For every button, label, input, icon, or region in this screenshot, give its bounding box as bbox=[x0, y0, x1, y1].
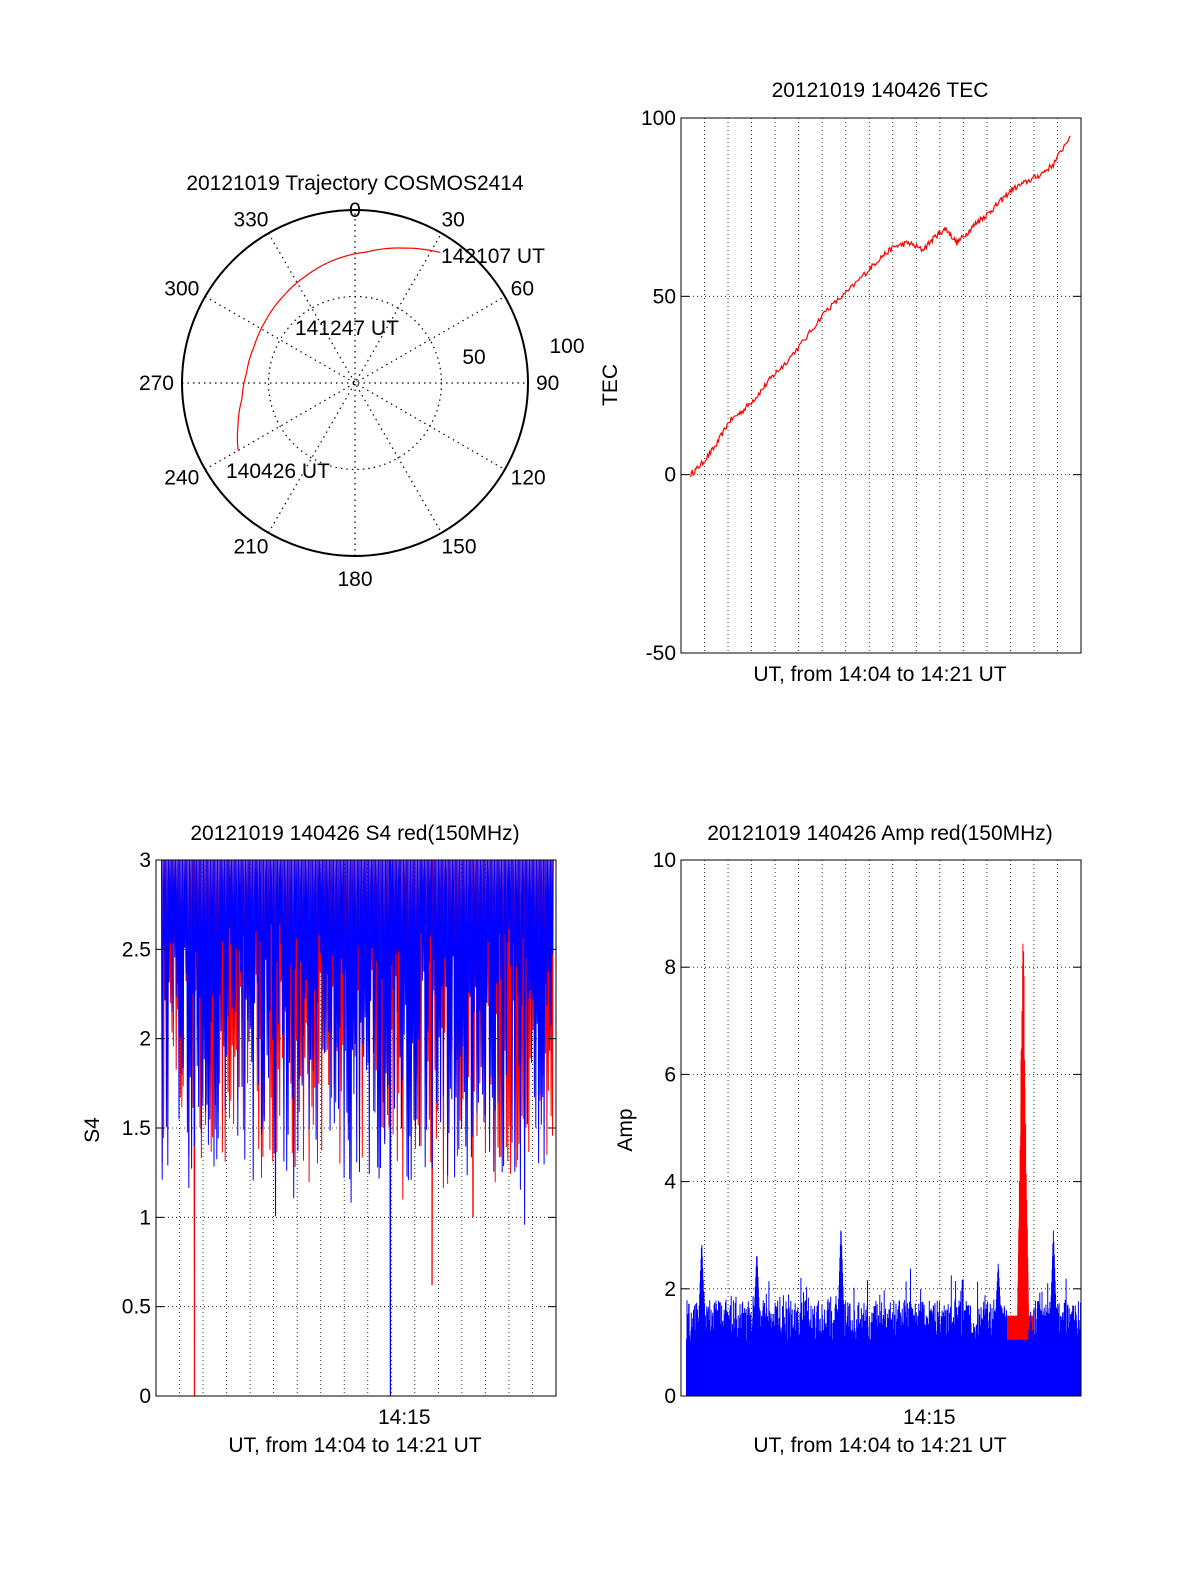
polar-azimuth-label: 330 bbox=[233, 208, 268, 231]
y-tick-label: 2 bbox=[139, 1028, 151, 1051]
y-tick-label: 8 bbox=[664, 956, 676, 979]
trajectory-line bbox=[236, 247, 440, 451]
y-tick-label: 0 bbox=[664, 464, 676, 487]
trajectory-time-label: 141247 UT bbox=[295, 317, 399, 340]
trajectory-time-labels: 140426 UT 141247 UT 142107 UT bbox=[226, 245, 545, 483]
y-tick-label: 0 bbox=[664, 1385, 676, 1408]
amp-blue-fill bbox=[686, 1339, 1080, 1396]
polar-azimuth-label: 0 bbox=[349, 199, 361, 222]
amp-x-ticks: 14:15 bbox=[903, 1406, 956, 1429]
trajectory-time-label: 142107 UT bbox=[441, 245, 545, 268]
y-tick-label: 0.5 bbox=[122, 1296, 151, 1319]
s4-xlabel: UT, from 14:04 to 14:21 UT bbox=[228, 1434, 481, 1457]
polar-radial-label: 50 bbox=[462, 346, 485, 369]
s4-x-ticks: 14:15 bbox=[378, 1406, 431, 1429]
y-tick-label: 50 bbox=[653, 285, 676, 308]
polar-panel: 20121019 Trajectory COSMOS2414 0 30 60 90 12… bbox=[139, 172, 585, 591]
y-tick-label: 100 bbox=[641, 107, 676, 130]
polar-title: 20121019 Trajectory COSMOS2414 bbox=[186, 172, 524, 195]
polar-azimuth-labels: 0 30 60 90 120 150 180 210 240 270 300 330 50 100 bbox=[139, 199, 585, 591]
polar-azimuth-label: 150 bbox=[442, 536, 477, 559]
y-tick-label: 1 bbox=[139, 1206, 151, 1229]
tec-y-ticks: -50 0 50 100 bbox=[641, 107, 1081, 665]
tec-series-line bbox=[690, 135, 1071, 478]
y-tick-label: 4 bbox=[664, 1171, 676, 1194]
polar-azimuth-label: 240 bbox=[164, 467, 199, 490]
polar-spoke bbox=[267, 232, 443, 534]
tec-ylabel: TEC bbox=[599, 364, 622, 406]
x-tick-label: 14:15 bbox=[903, 1406, 956, 1429]
y-tick-label: 6 bbox=[664, 1063, 676, 1086]
x-tick-label: 14:15 bbox=[378, 1406, 431, 1429]
polar-azimuth-label: 60 bbox=[511, 278, 534, 301]
polar-azimuth-label: 120 bbox=[511, 467, 546, 490]
polar-radial-label: 100 bbox=[549, 335, 584, 358]
y-tick-label: 10 bbox=[653, 849, 676, 872]
tec-grid bbox=[681, 118, 1081, 653]
polar-azimuth-label: 300 bbox=[164, 278, 199, 301]
amp-plot-frame bbox=[680, 859, 1082, 1397]
s4-title: 20121019 140426 S4 red(150MHz) bbox=[190, 822, 519, 845]
polar-azimuth-label: 30 bbox=[442, 208, 465, 231]
tec-panel: 20121019 140426 TEC -50 0 50 100 UT, from 1… bbox=[599, 79, 1082, 686]
y-tick-label: 3 bbox=[139, 849, 151, 872]
amp-series bbox=[686, 943, 1082, 1397]
polar-grid bbox=[181, 209, 529, 557]
polar-azimuth-label: 210 bbox=[233, 536, 268, 559]
polar-azimuth-label: 270 bbox=[139, 372, 174, 395]
s4-panel: 20121019 140426 S4 red(150MHz) 0 0.5 1 1.5 2… bbox=[81, 822, 557, 1457]
amp-grid bbox=[681, 860, 1081, 1396]
y-tick-label: 0 bbox=[139, 1385, 151, 1408]
polar-azimuth-label: 90 bbox=[536, 372, 559, 395]
y-tick-label: 2.5 bbox=[122, 938, 151, 961]
polar-spoke bbox=[267, 232, 443, 534]
amp-ylabel: Amp bbox=[614, 1108, 637, 1151]
s4-ylabel: S4 bbox=[81, 1117, 104, 1143]
s4-y-ticks: 0 0.5 1 1.5 2 2.5 3 bbox=[122, 849, 556, 1408]
tec-plot-frame bbox=[680, 117, 1082, 654]
amp-red-series bbox=[1004, 943, 1034, 1397]
polar-azimuth-label: 180 bbox=[337, 568, 372, 591]
amp-y-ticks: 0 2 4 6 8 10 bbox=[653, 849, 1081, 1408]
trajectory-time-label: 140426 UT bbox=[226, 460, 330, 483]
y-tick-label: 1.5 bbox=[122, 1117, 151, 1140]
amp-xlabel: UT, from 14:04 to 14:21 UT bbox=[753, 1434, 1006, 1457]
tec-title: 20121019 140426 TEC bbox=[772, 79, 989, 102]
y-tick-label: 2 bbox=[664, 1278, 676, 1301]
tec-xlabel: UT, from 14:04 to 14:21 UT bbox=[753, 663, 1006, 686]
y-tick-label: -50 bbox=[646, 642, 676, 665]
amp-title: 20121019 140426 Amp red(150MHz) bbox=[707, 822, 1053, 845]
amp-panel: 20121019 140426 Amp red(150MHz) 0246810 … bbox=[614, 822, 1082, 1457]
